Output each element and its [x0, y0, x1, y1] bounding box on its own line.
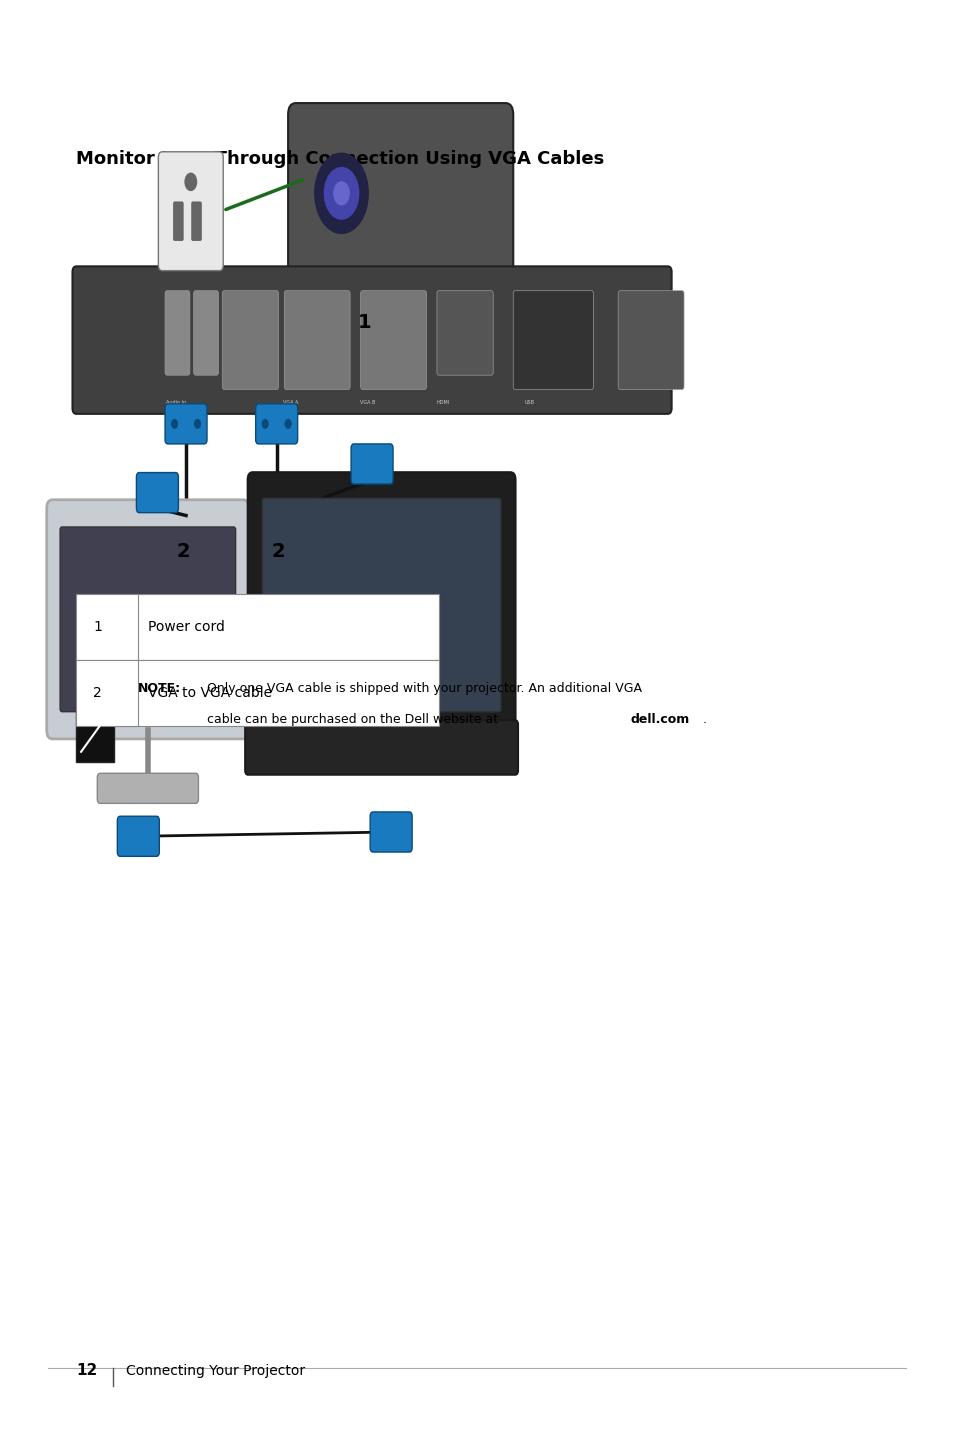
FancyBboxPatch shape: [47, 500, 249, 739]
Text: 1: 1: [93, 620, 102, 634]
Text: 2: 2: [272, 541, 285, 561]
FancyBboxPatch shape: [165, 404, 207, 444]
Text: 2: 2: [93, 686, 102, 700]
FancyBboxPatch shape: [360, 291, 426, 390]
FancyBboxPatch shape: [436, 291, 493, 375]
Bar: [76, 594, 438, 660]
FancyBboxPatch shape: [513, 291, 593, 390]
FancyBboxPatch shape: [117, 816, 159, 856]
FancyBboxPatch shape: [262, 498, 500, 712]
FancyBboxPatch shape: [192, 202, 201, 241]
FancyBboxPatch shape: [165, 291, 190, 375]
Circle shape: [185, 173, 196, 190]
Circle shape: [262, 420, 268, 428]
Circle shape: [172, 420, 177, 428]
Circle shape: [324, 168, 358, 219]
FancyBboxPatch shape: [351, 444, 393, 484]
Circle shape: [334, 182, 349, 205]
Circle shape: [285, 420, 291, 428]
FancyBboxPatch shape: [158, 152, 223, 271]
Text: cable can be purchased on the Dell website at: cable can be purchased on the Dell websi…: [207, 713, 501, 726]
FancyBboxPatch shape: [173, 202, 183, 241]
FancyBboxPatch shape: [284, 291, 350, 390]
FancyBboxPatch shape: [245, 720, 517, 775]
Circle shape: [314, 153, 368, 233]
Bar: [76, 690, 114, 762]
FancyBboxPatch shape: [255, 404, 297, 444]
FancyBboxPatch shape: [72, 266, 671, 414]
FancyBboxPatch shape: [136, 473, 178, 513]
Text: dell.com: dell.com: [630, 713, 689, 726]
Circle shape: [194, 420, 200, 428]
Text: 2: 2: [176, 541, 190, 561]
Text: Monitor Loop-Through Connection Using VGA Cables: Monitor Loop-Through Connection Using VG…: [76, 150, 604, 169]
Text: VGA B: VGA B: [359, 400, 375, 405]
Text: 12: 12: [76, 1363, 97, 1378]
FancyBboxPatch shape: [248, 473, 515, 737]
Text: .: .: [702, 713, 706, 726]
Text: VGA to VGA cable: VGA to VGA cable: [148, 686, 272, 700]
Text: USB: USB: [524, 400, 534, 405]
FancyBboxPatch shape: [370, 812, 412, 852]
Text: HDMI: HDMI: [436, 400, 450, 405]
Text: Power cord: Power cord: [148, 620, 225, 634]
Bar: [76, 594, 138, 660]
FancyBboxPatch shape: [60, 527, 235, 712]
Bar: [76, 660, 138, 726]
Text: Only one VGA cable is shipped with your projector. An additional VGA: Only one VGA cable is shipped with your …: [207, 682, 641, 695]
Text: 1: 1: [357, 312, 371, 332]
Text: Audio In: Audio In: [166, 400, 187, 405]
FancyBboxPatch shape: [222, 291, 278, 390]
Text: VGA A: VGA A: [283, 400, 298, 405]
Text: NOTE:: NOTE:: [138, 682, 181, 695]
FancyBboxPatch shape: [288, 103, 513, 284]
FancyBboxPatch shape: [97, 773, 198, 803]
FancyBboxPatch shape: [193, 291, 218, 375]
Text: Connecting Your Projector: Connecting Your Projector: [126, 1363, 305, 1378]
Bar: [76, 660, 438, 726]
FancyBboxPatch shape: [618, 291, 683, 390]
